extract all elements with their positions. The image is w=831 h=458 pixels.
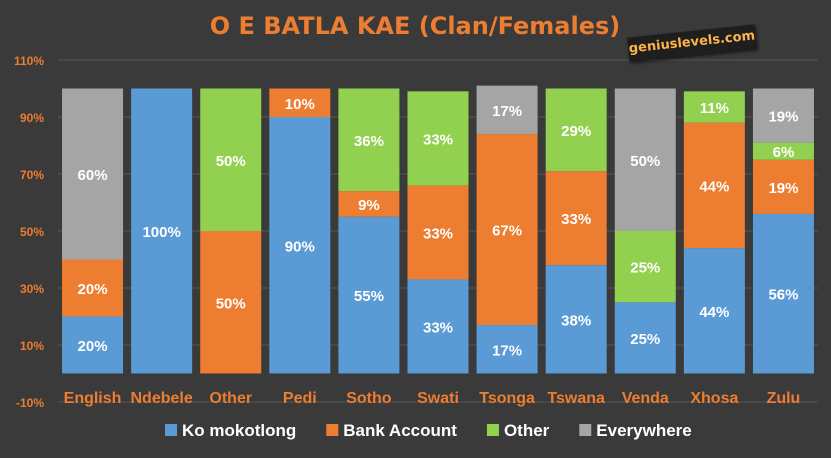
bar-segment [752, 142, 814, 160]
data-label: 67% [492, 223, 522, 240]
x-tick-label: Xhosa [690, 390, 738, 407]
data-label: 56% [768, 287, 798, 304]
y-tick-label: 50% [20, 225, 44, 239]
bar-segment [614, 88, 676, 231]
y-tick-label: 10% [20, 339, 44, 353]
data-label: 25% [630, 331, 660, 348]
legend-swatch [326, 424, 339, 436]
y-tick-label: 110% [14, 54, 44, 68]
bar-segment [62, 259, 124, 317]
y-tick-label: 90% [20, 111, 44, 125]
legend-swatch [579, 424, 592, 436]
data-label: 33% [423, 225, 453, 242]
data-label: 20% [78, 281, 108, 298]
legend-label: Ko mokotlong [182, 421, 296, 440]
bar-segment [476, 85, 538, 135]
data-label: 50% [216, 295, 246, 312]
data-label: 50% [216, 153, 246, 170]
x-tick-label: English [64, 390, 122, 407]
data-label: 17% [492, 342, 522, 359]
x-tick-label: Swati [417, 390, 459, 407]
y-tick-label: 70% [20, 168, 44, 182]
data-label: 100% [142, 224, 180, 241]
bar-segment [338, 88, 400, 192]
data-label: 38% [561, 312, 591, 329]
bar-segment [338, 216, 400, 374]
bar-segment [269, 117, 331, 374]
bar-segment [545, 265, 607, 374]
data-label: 25% [630, 260, 660, 277]
bar-segment [752, 88, 814, 143]
legend-label: Other [504, 421, 550, 440]
bar-segment [614, 231, 676, 303]
data-label: 6% [773, 144, 795, 161]
data-label: 10% [285, 96, 315, 113]
bar-segment [338, 191, 400, 217]
data-label: 44% [699, 304, 729, 321]
x-tick-label: Other [209, 390, 252, 407]
data-label: 11% [700, 100, 729, 117]
bar-segment [545, 88, 607, 172]
data-label: 50% [630, 153, 660, 170]
data-label: 44% [699, 178, 729, 195]
x-tick-label: Tsonga [479, 390, 535, 407]
bar-segment [407, 279, 469, 374]
data-label: 60% [78, 167, 108, 184]
chart-title: O E BATLA KAE (Clan/Females) [210, 12, 621, 40]
x-tick-label: Ndebele [131, 390, 193, 407]
x-tick-label: Tswana [547, 390, 605, 407]
bar-segment [407, 91, 469, 186]
bar-segment [131, 88, 193, 374]
x-tick-label: Sotho [346, 390, 392, 407]
data-label: 33% [423, 131, 453, 148]
y-tick-label: -10% [16, 396, 44, 410]
x-tick-label: Pedi [283, 390, 317, 407]
bar-segment [614, 302, 676, 374]
y-tick-label: 30% [20, 282, 44, 296]
bar-segment [200, 88, 262, 231]
legend-label: Everywhere [596, 421, 691, 440]
data-label: 19% [768, 109, 798, 126]
data-label: 17% [492, 103, 522, 120]
bar-segment [683, 91, 745, 123]
data-label: 33% [561, 211, 591, 228]
data-label: 19% [768, 180, 798, 197]
legend-swatch [486, 424, 499, 436]
data-label: 29% [561, 123, 591, 140]
data-label: 33% [423, 319, 453, 336]
data-label: 20% [78, 338, 108, 355]
bar-segment [407, 185, 469, 280]
bar-segment [752, 213, 814, 374]
x-tick-label: Zulu [767, 390, 801, 407]
bar-segment [683, 248, 745, 374]
data-label: 9% [358, 197, 380, 214]
bar-segment [62, 316, 124, 374]
bar-segment [476, 325, 538, 374]
legend-label: Bank Account [343, 421, 457, 440]
legend-swatch [165, 424, 177, 436]
bar-segment [269, 88, 331, 117]
bar-segment [62, 88, 124, 260]
data-label: 90% [285, 238, 315, 255]
bar-segment [200, 231, 262, 374]
bar-segment [476, 134, 538, 326]
bar-segment [752, 159, 814, 214]
bar-segment [683, 122, 745, 249]
x-tick-label: Venda [622, 390, 669, 407]
bar-segment [545, 171, 607, 266]
data-label: 55% [354, 288, 384, 305]
data-label: 36% [354, 133, 384, 150]
